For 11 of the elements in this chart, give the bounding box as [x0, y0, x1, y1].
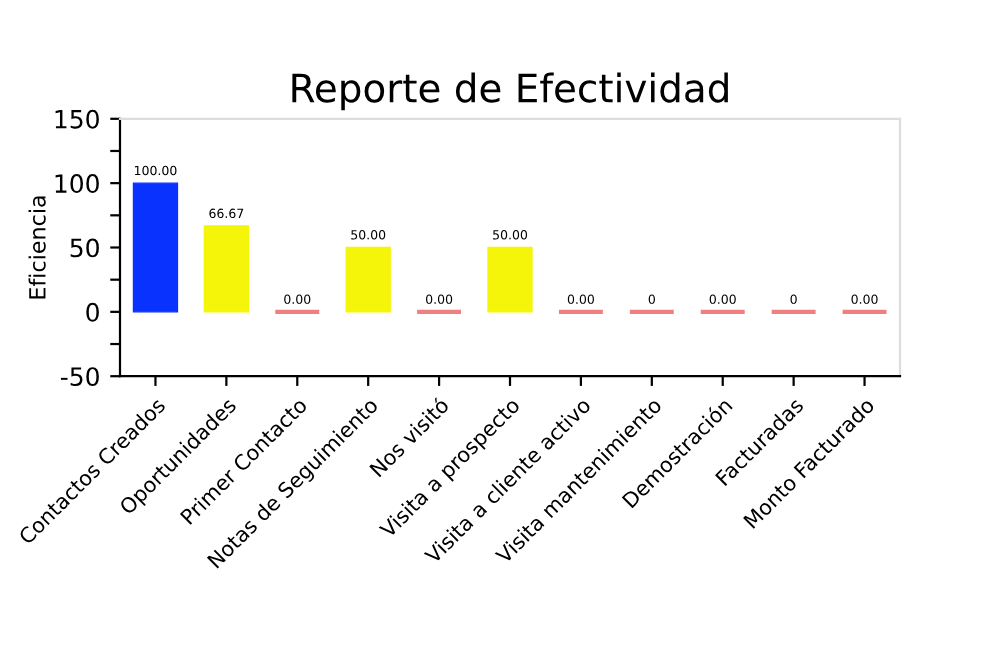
bar	[487, 246, 533, 313]
y-tick-label: 0	[86, 302, 99, 322]
y-tick-label: -50	[60, 367, 99, 387]
y-axis-title: Eficiencia	[28, 196, 46, 299]
chart-title: Reporte de Efectividad	[292, 72, 728, 111]
y-tick-label: 150	[55, 109, 99, 129]
y-tick-label: 50	[70, 238, 99, 258]
bar	[345, 246, 391, 313]
bar	[132, 182, 179, 313]
y-tick-label: 100	[55, 174, 99, 193]
bar	[203, 225, 250, 313]
